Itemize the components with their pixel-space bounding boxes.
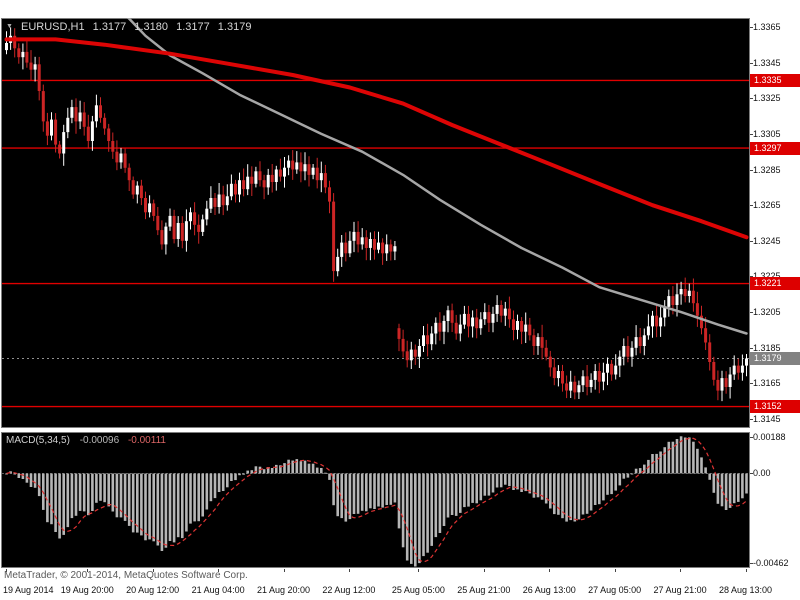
time-axis-label: 22 Aug 12:00 [322,585,376,595]
price-axis-label: 1.3265 [753,200,781,211]
time-axis-label: 21 Aug 20:00 [256,585,311,595]
time-axis-label: 27 Aug 05:00 [588,585,642,595]
level-price-label: 1.3152 [750,400,800,414]
macd-main-value: -0.00096 [79,435,120,446]
time-axis-tick [680,569,682,572]
price-axis-label: 1.3185 [753,342,781,353]
time-axis-label: 20 Aug 12:00 [126,585,180,595]
level-price-label: 1.3335 [750,73,800,87]
price-axis-tick [750,240,753,242]
symbol-period-label: EURUSD,H1 [21,21,85,33]
price-chart-canvas[interactable] [1,18,750,428]
time-axis-label: 19 Aug 20:00 [60,585,114,595]
symbol-dropdown-icon[interactable]: ▼ [6,23,13,30]
current-price-label: 1.3179 [750,351,800,365]
bar-close-value: 1.3179 [217,21,252,33]
bar-high-value: 1.3180 [134,21,169,33]
time-axis-tick [5,569,7,572]
macd-axis-label: 0.00188 [753,432,786,443]
price-axis-label: 1.3165 [753,378,781,389]
time-axis-tick [348,569,350,572]
price-axis-tick [750,312,753,314]
time-axis-label: 25 Aug 21:00 [457,585,511,595]
macd-axis-tick [750,562,753,564]
symbol-ohlc-label: ▼ EURUSD,H1 1.3177 1.3180 1.3177 1.3179 [6,21,256,33]
bar-low-value: 1.3177 [176,21,210,33]
macd-axis-tick [750,473,753,475]
price-axis-label: 1.3345 [753,57,781,68]
price-axis-label: 1.3145 [753,414,781,425]
price-axis-tick [750,205,753,207]
price-axis-label: 1.3225 [753,271,781,281]
price-axis-label: 1.3285 [753,164,781,175]
time-axis-label: 21 Aug 04:00 [191,585,245,595]
macd-indicator-panel[interactable]: MACD(5,34,5) -0.00096 -0.00111 [1,432,750,568]
price-axis-tick [750,169,753,171]
macd-chart-svg[interactable] [1,432,750,568]
time-axis-tick [87,569,89,572]
price-axis-tick [750,98,753,100]
price-axis-label: 1.3205 [753,307,781,318]
time-axis-tick [283,569,285,572]
price-axis-tick [750,26,753,28]
price-axis-tick [750,383,753,385]
time-axis-label: 27 Aug 21:00 [653,585,707,595]
price-axis-tick [750,276,753,278]
price-axis-label: 1.3325 [753,93,781,104]
time-axis-label: 25 Aug 05:00 [391,585,445,595]
price-axis-label: 1.3245 [753,235,781,246]
price-chart-svg[interactable] [1,18,750,428]
price-axis-tick [750,419,753,421]
price-axis-tick [750,62,753,64]
price-axis-label: 1.3305 [753,128,781,139]
time-axis-tick [152,569,154,572]
macd-axis-label: 0.00 [753,468,771,479]
macd-signal-value: -0.00111 [127,435,166,446]
time-axis-label: 26 Aug 13:00 [522,585,576,595]
watermark: MetaTrader, © 2001-2014, MetaQuotes Soft… [4,570,248,581]
price-chart-panel[interactable]: ▼ EURUSD,H1 1.3177 1.3180 1.3177 1.3179 [1,18,750,428]
time-axis-tick [218,569,220,572]
time-axis-tick [418,569,420,572]
level-price-label: 1.3221 [750,277,800,291]
price-axis-tick [750,347,753,349]
time-axis-tick [549,569,551,572]
time-axis-tick [483,569,485,572]
macd-chart-canvas[interactable] [1,432,750,568]
macd-axis-tick [750,437,753,439]
time-axis-label: 28 Aug 13:00 [718,585,773,595]
bar-open-value: 1.3177 [92,21,127,33]
price-axis-tick [750,133,753,135]
macd-indicator-label: MACD(5,34,5) -0.00096 -0.00111 [6,435,166,446]
time-axis-tick [614,569,616,572]
time-axis-label: 19 Aug 2014 [3,585,54,595]
macd-name: MACD(5,34,5) [6,435,70,446]
level-price-label: 1.3297 [750,141,800,155]
macd-axis-label: -0.00462 [753,557,789,568]
time-axis-tick [745,569,747,572]
price-axis-label: 1.3365 [753,21,781,32]
